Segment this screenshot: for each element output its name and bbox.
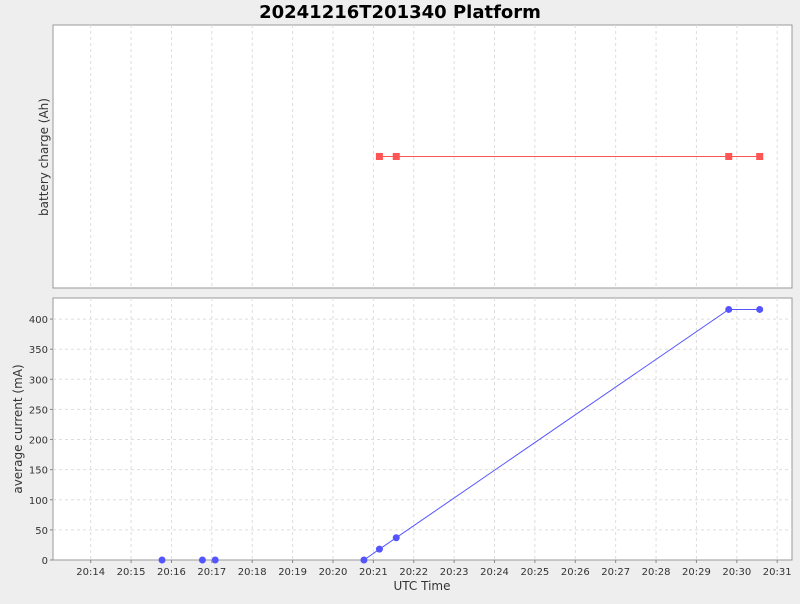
top-subplot: battery charge (Ah) bbox=[37, 24, 793, 289]
y-tick-label: 300 bbox=[29, 375, 48, 386]
top-series-point bbox=[756, 153, 764, 160]
y-tick-label: 0 bbox=[42, 556, 48, 567]
bottom-series-point bbox=[756, 305, 764, 313]
y-tick-label: 250 bbox=[29, 405, 48, 416]
x-tick-label: 20:14 bbox=[76, 567, 105, 578]
x-tick-label: 20:30 bbox=[722, 567, 751, 578]
y-tick-label: 350 bbox=[29, 345, 48, 356]
y-tick-label: 100 bbox=[29, 496, 48, 507]
x-tick-label: 20:23 bbox=[440, 567, 469, 578]
x-tick-label: 20:26 bbox=[561, 567, 590, 578]
x-tick-label: 20:17 bbox=[197, 567, 226, 578]
x-tick-label: 20:31 bbox=[763, 567, 792, 578]
bottom-series-point bbox=[392, 534, 400, 542]
x-tick-label: 20:20 bbox=[319, 567, 348, 578]
x-tick-label: 20:27 bbox=[601, 567, 630, 578]
bottom-series-point bbox=[211, 556, 219, 564]
y-tick-label: 400 bbox=[29, 315, 48, 326]
x-tick-label: 20:15 bbox=[117, 567, 146, 578]
bottom-grid bbox=[53, 298, 792, 560]
x-tick-label: 20:18 bbox=[238, 567, 267, 578]
bottom-series-point bbox=[158, 556, 166, 564]
x-tick-label: 20:21 bbox=[359, 567, 388, 578]
bottom-series-point bbox=[360, 556, 368, 564]
top-series-point bbox=[392, 153, 400, 160]
x-tick-label: 20:29 bbox=[682, 567, 711, 578]
top-series-point bbox=[375, 153, 383, 160]
bottom-series-point bbox=[198, 556, 206, 564]
bottom-series bbox=[158, 305, 764, 564]
top-series bbox=[375, 153, 764, 160]
bottom-plot-area bbox=[52, 297, 793, 561]
x-tick-label: 20:16 bbox=[157, 567, 186, 578]
chart-title: 20241216T201340 Platform bbox=[259, 2, 541, 23]
x-axis-ticks: 20:14 20:15 20:16 20:17 20:18 20:19 20:20 20:21… bbox=[76, 560, 792, 578]
x-tick-label: 20:22 bbox=[399, 567, 428, 578]
bottom-series-point bbox=[725, 305, 733, 313]
top-grid bbox=[90, 25, 778, 288]
y-tick-label: 150 bbox=[29, 466, 48, 477]
bottom-y-ticks: 0 50 100 150 200 250 300 350 400 bbox=[29, 315, 53, 567]
top-y-axis-label: battery charge (Ah) bbox=[37, 98, 51, 216]
x-tick-label: 20:24 bbox=[480, 567, 509, 578]
bottom-y-axis-label: average current (mA) bbox=[11, 364, 25, 493]
x-axis-label: UTC Time bbox=[394, 579, 451, 593]
top-series-point bbox=[725, 153, 733, 160]
y-tick-label: 50 bbox=[35, 526, 48, 537]
bottom-series-point bbox=[375, 545, 383, 553]
x-tick-label: 20:28 bbox=[642, 567, 671, 578]
y-tick-label: 200 bbox=[29, 436, 48, 447]
bottom-subplot: 0 50 100 150 200 250 300 350 400 average current… bbox=[11, 297, 793, 567]
x-tick-label: 20:25 bbox=[520, 567, 549, 578]
x-tick-label: 20:19 bbox=[278, 567, 307, 578]
